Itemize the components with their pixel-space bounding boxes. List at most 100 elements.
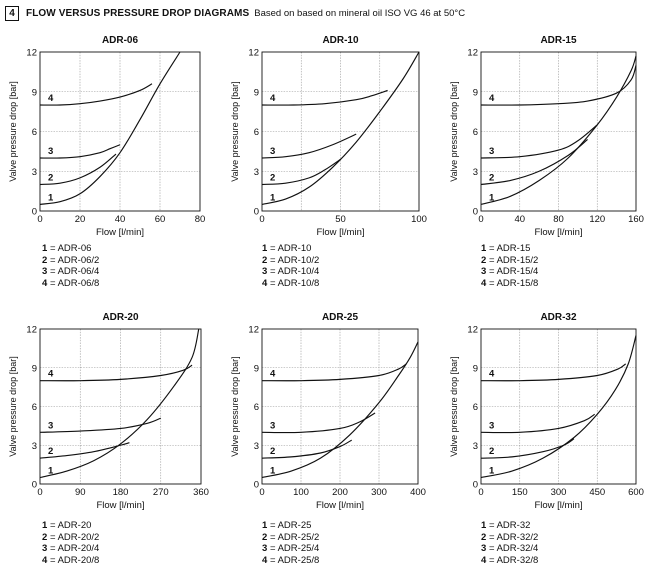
legend-item: 2 = ADR-20/2 [42, 531, 100, 543]
series-label-4: 4 [270, 93, 276, 104]
series-label-4: 4 [489, 93, 495, 104]
y-tick-label: 12 [467, 48, 478, 59]
y-axis-label: Valve pressure drop [bar] [8, 356, 18, 456]
y-tick-label: 9 [473, 87, 478, 98]
x-tick-label: 0 [478, 487, 483, 498]
chart-title: ADR-32 [540, 312, 577, 323]
legend-item: 4 = ADR-20/8 [42, 554, 100, 566]
y-tick-label: 3 [254, 441, 259, 452]
x-axis-label: Flow [l/min] [316, 227, 364, 238]
legend-item: 1 = ADR-20 [42, 520, 92, 531]
legend-item: 2 = ADR-06/2 [42, 254, 100, 266]
chart-title: ADR-20 [102, 312, 139, 323]
legend-item: 3 = ADR-20/4 [42, 543, 100, 554]
x-tick-label: 40 [115, 214, 126, 225]
series-line-4 [480, 363, 627, 382]
x-tick-label: 200 [332, 487, 348, 498]
series-line-2 [480, 438, 575, 459]
y-tick-label: 9 [32, 87, 37, 98]
legend-item: 3 = ADR-06/4 [42, 266, 100, 277]
legend-item: 4 = ADR-10/8 [262, 277, 320, 289]
series-line-4 [261, 363, 407, 382]
legend-item: 1 = ADR-25 [262, 520, 312, 531]
series-label-3: 3 [489, 420, 494, 431]
x-tick-label: 360 [193, 487, 209, 498]
series-line-3 [39, 144, 121, 159]
x-tick-label: 80 [553, 214, 564, 225]
series-label-1: 1 [48, 466, 54, 477]
x-tick-label: 40 [514, 214, 525, 225]
y-tick-label: 12 [248, 325, 259, 336]
chart-title: ADR-15 [540, 35, 577, 46]
x-tick-label: 160 [628, 214, 644, 225]
section-title: FLOW VERSUS PRESSURE DROP DIAGRAMS [26, 7, 250, 19]
plot-frame [261, 328, 419, 485]
legend-item: 3 = ADR-25/4 [262, 543, 320, 554]
y-tick-label: 3 [32, 167, 37, 178]
x-axis-label: Flow [l/min] [316, 500, 364, 511]
legend-item: 4 = ADR-15/8 [481, 277, 539, 289]
series-line-3 [480, 124, 598, 159]
series-label-1: 1 [270, 192, 276, 203]
y-tick-label: 0 [473, 207, 478, 218]
x-tick-label: 60 [155, 214, 166, 225]
series-label-2: 2 [489, 446, 494, 457]
x-axis-label: Flow [l/min] [96, 227, 144, 238]
x-tick-label: 600 [628, 487, 644, 498]
series-line-4 [39, 364, 193, 382]
series-line-4 [261, 89, 388, 106]
y-tick-label: 12 [26, 325, 37, 336]
series-line-1 [261, 51, 420, 205]
x-tick-label: 0 [37, 214, 42, 225]
y-axis-label: Valve pressure drop [bar] [230, 81, 240, 181]
series-label-4: 4 [270, 369, 276, 380]
legend-item: 2 = ADR-15/2 [481, 254, 539, 266]
x-axis-label: Flow [l/min] [534, 227, 582, 238]
x-tick-label: 80 [195, 214, 206, 225]
x-axis-label: Flow [l/min] [534, 500, 582, 511]
chart-title: ADR-10 [322, 35, 359, 46]
legend-item: 1 = ADR-15 [481, 243, 531, 254]
x-tick-label: 120 [589, 214, 605, 225]
legend-adr-20: 1 = ADR-20 2 = ADR-20/2 3 = ADR-20/4 4 =… [42, 520, 99, 566]
y-tick-label: 9 [473, 363, 478, 374]
section-number: 4 [5, 5, 19, 21]
series-label-2: 2 [270, 446, 275, 457]
legend-item: 2 = ADR-32/2 [481, 531, 539, 543]
y-tick-label: 12 [26, 48, 37, 59]
x-tick-label: 180 [113, 487, 129, 498]
legend-item: 1 = ADR-32 [481, 520, 531, 531]
legend-item: 1 = ADR-10 [262, 243, 312, 254]
plot-frame [480, 51, 637, 212]
y-axis-label: Valve pressure drop [bar] [449, 81, 459, 181]
x-tick-label: 150 [512, 487, 528, 498]
series-label-3: 3 [48, 146, 53, 157]
series-line-3 [261, 133, 357, 159]
x-tick-label: 0 [478, 214, 483, 225]
y-tick-label: 12 [467, 325, 478, 336]
y-tick-label: 9 [254, 87, 259, 98]
x-tick-label: 0 [259, 487, 264, 498]
series-line-2 [261, 439, 352, 459]
series-line-3 [261, 412, 376, 434]
y-tick-label: 9 [32, 363, 37, 374]
series-label-3: 3 [270, 420, 275, 431]
y-tick-label: 6 [32, 127, 37, 138]
legend-adr-06: 1 = ADR-06 2 = ADR-06/2 3 = ADR-06/4 4 =… [42, 243, 99, 289]
legend-item: 3 = ADR-15/4 [481, 266, 539, 277]
legend-item: 3 = ADR-32/4 [481, 543, 539, 554]
series-line-2 [261, 158, 341, 186]
legend-adr-15: 1 = ADR-15 2 = ADR-15/2 3 = ADR-15/4 4 =… [481, 243, 538, 289]
y-tick-label: 0 [473, 480, 478, 491]
x-axis-label: Flow [l/min] [96, 500, 144, 511]
series-line-2 [39, 153, 117, 186]
series-line-1 [480, 335, 637, 479]
series-label-2: 2 [48, 446, 53, 457]
legend-adr-10: 1 = ADR-10 2 = ADR-10/2 3 = ADR-10/4 4 =… [262, 243, 319, 289]
chart-title: ADR-06 [102, 35, 139, 46]
